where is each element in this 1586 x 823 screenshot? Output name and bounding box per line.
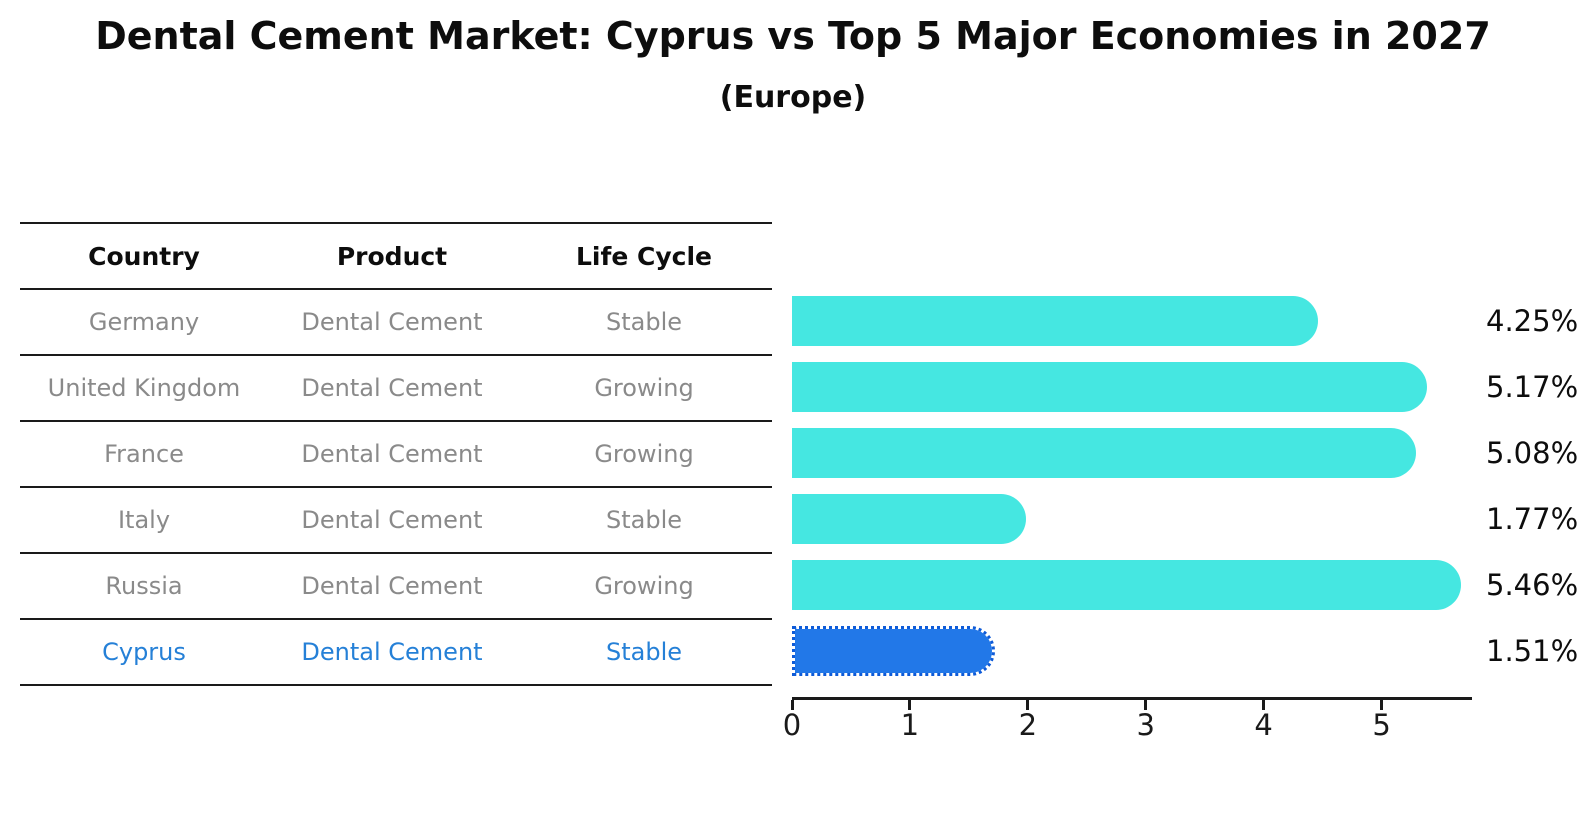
table-header-row: Country Product Life Cycle xyxy=(20,222,772,290)
x-tick-mark xyxy=(1262,700,1266,710)
bar-value-label: 1.77% xyxy=(1486,502,1579,536)
table-row: Italy Dental Cement Stable xyxy=(20,488,772,554)
chart-subtitle: (Europe) xyxy=(719,80,867,115)
x-tick-label: 5 xyxy=(1372,708,1391,742)
table-cell-product: Dental Cement xyxy=(301,506,483,534)
table-row: United Kingdom Dental Cement Growing xyxy=(20,356,772,422)
table-cell-country: Russia xyxy=(105,572,183,600)
table-row: Cyprus Dental Cement Stable xyxy=(20,620,772,686)
bar xyxy=(792,560,1461,610)
table-cell-product: Dental Cement xyxy=(301,308,483,336)
bar-highlight xyxy=(792,626,996,676)
table-cell-product: Dental Cement xyxy=(301,440,483,468)
bar-plot-area xyxy=(792,288,1470,684)
x-tick-mark xyxy=(1026,700,1030,710)
table-cell-product: Dental Cement xyxy=(301,572,483,600)
bar xyxy=(792,494,1026,544)
chart-title: Dental Cement Market: Cyprus vs Top 5 Ma… xyxy=(95,14,1491,58)
x-tick-mark xyxy=(908,700,912,710)
x-axis-line xyxy=(792,697,1472,700)
table-cell-country: Italy xyxy=(117,506,171,534)
bar xyxy=(792,362,1427,412)
table-cell-country: United Kingdom xyxy=(47,374,241,402)
table-cell-country: Cyprus xyxy=(102,638,186,666)
x-tick-label: 4 xyxy=(1254,708,1273,742)
bar-value-label: 4.25% xyxy=(1486,304,1579,338)
x-tick-label: 2 xyxy=(1018,708,1038,742)
table-row: France Dental Cement Growing xyxy=(20,422,772,488)
table-cell-country: Germany xyxy=(88,308,200,336)
table-cell-lifecycle: Growing xyxy=(594,572,694,600)
x-tick-label: 0 xyxy=(782,708,802,742)
x-tick-mark xyxy=(1380,700,1384,710)
table-cell-product: Dental Cement xyxy=(301,374,483,402)
data-table: Country Product Life Cycle Germany Denta… xyxy=(20,222,772,686)
bar-value-label: 5.46% xyxy=(1486,568,1579,602)
table-header-product: Product xyxy=(336,241,448,271)
table-cell-product: Dental Cement xyxy=(301,638,483,666)
x-tick-mark xyxy=(1144,700,1148,710)
table-row: Germany Dental Cement Stable xyxy=(20,290,772,356)
bar-value-label: 5.17% xyxy=(1486,370,1579,404)
table-cell-lifecycle: Stable xyxy=(605,638,683,666)
bar-value-label: 1.51% xyxy=(1486,634,1579,668)
bar xyxy=(792,296,1319,346)
table-cell-lifecycle: Stable xyxy=(605,308,683,336)
bar xyxy=(792,428,1416,478)
table-header-country: Country xyxy=(88,241,200,271)
table-cell-lifecycle: Stable xyxy=(605,506,683,534)
x-tick-mark xyxy=(790,700,794,710)
x-tick-label: 3 xyxy=(1136,708,1155,742)
table-cell-lifecycle: Growing xyxy=(594,374,694,402)
x-tick-label: 1 xyxy=(900,708,920,742)
table-body: Germany Dental Cement Stable United King… xyxy=(20,290,772,686)
table-header-lifecycle: Life Cycle xyxy=(575,241,713,271)
table-row: Russia Dental Cement Growing xyxy=(20,554,772,620)
bar-value-label: 5.08% xyxy=(1486,436,1579,470)
table-cell-country: France xyxy=(104,440,184,468)
table-cell-lifecycle: Growing xyxy=(594,440,694,468)
